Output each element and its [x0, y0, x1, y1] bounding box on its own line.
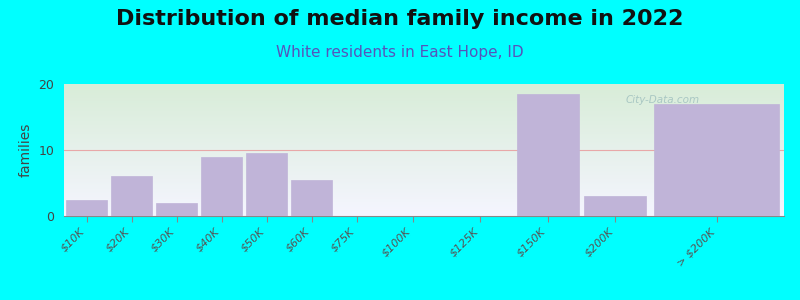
Text: Distribution of median family income in 2022: Distribution of median family income in …: [116, 9, 684, 29]
Bar: [110, 176, 152, 216]
Bar: [66, 200, 107, 216]
Bar: [201, 157, 242, 216]
Text: White residents in East Hope, ID: White residents in East Hope, ID: [276, 45, 524, 60]
Bar: [517, 94, 578, 216]
Bar: [246, 153, 287, 216]
Bar: [584, 196, 646, 216]
Bar: [156, 203, 198, 216]
Text: City-Data.com: City-Data.com: [626, 95, 700, 105]
Bar: [291, 180, 332, 216]
Bar: [654, 104, 778, 216]
Y-axis label: families: families: [19, 123, 33, 177]
